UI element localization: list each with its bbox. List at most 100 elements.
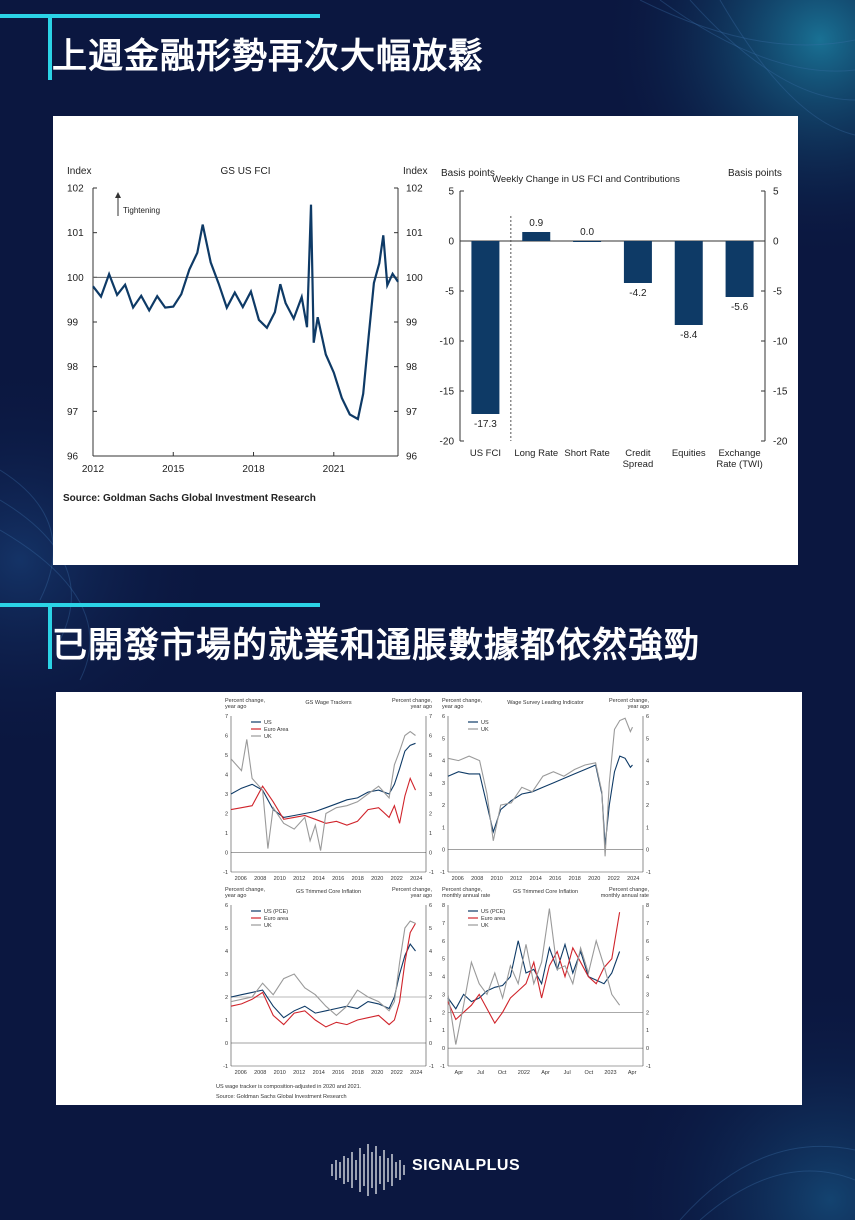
small1-ytick-right: 4 — [429, 773, 432, 779]
small2-xtick-label: 2012 — [510, 876, 522, 882]
bar-ylabel-left: Basis points — [441, 168, 495, 179]
small4-ytick-left: 4 — [442, 975, 445, 981]
bar-data-label: -5.6 — [731, 302, 749, 313]
small3-xtick-label: 2006 — [235, 1070, 247, 1076]
bar-data-label: -4.2 — [629, 288, 647, 299]
bar-ytick-left: -20 — [440, 437, 455, 448]
small4-xtick-label: 2022 — [518, 1070, 530, 1076]
small3-xtick-label: 2024 — [410, 1070, 422, 1076]
fci-annotation: Tightening — [123, 206, 160, 215]
small4-ytick-right: 7 — [646, 921, 649, 927]
small4-ytick-left: -1 — [440, 1064, 445, 1070]
small2-ytick-left: 2 — [442, 803, 445, 809]
small1-xtick-label: 2006 — [235, 876, 247, 882]
small4-series-0 — [447, 940, 621, 1010]
small3-xtick-label: 2014 — [313, 1070, 325, 1076]
small2-ytick-right: -1 — [646, 870, 651, 876]
small4-xtick-label: 2023 — [604, 1070, 616, 1076]
small4-ylabel-left: Percent change, — [442, 887, 483, 893]
small3-ytick-right: 1 — [429, 1018, 432, 1024]
fci-title: GS US FCI — [220, 166, 270, 177]
small2-ylabel-left: Percent change, — [442, 698, 483, 704]
fci-ylabel-right: Index — [403, 166, 427, 177]
fci-ytick-left: 98 — [67, 362, 79, 373]
heading-accent-vbar — [48, 14, 52, 80]
heading-accent-bar — [0, 603, 320, 607]
small3-ytick-left: 2 — [225, 995, 228, 1001]
small2-xtick-label: 2008 — [471, 876, 483, 882]
small1-ylabel-left: Percent change, — [225, 698, 266, 704]
small3-ytick-right: -1 — [429, 1064, 434, 1070]
bar-data-label: 0.9 — [529, 218, 543, 229]
fci-ytick-left: 97 — [67, 407, 79, 418]
small1-xtick-label: 2024 — [410, 876, 422, 882]
small3-series-1 — [230, 923, 416, 1028]
small1-ytick-left: 1 — [225, 831, 228, 837]
small2-ytick-left: 1 — [442, 825, 445, 831]
small1-xtick-label: 2012 — [293, 876, 305, 882]
bar-category-label: Long Rate — [514, 448, 558, 459]
small1-ytick-right: 2 — [429, 812, 432, 818]
small3-xtick-label: 2010 — [274, 1070, 286, 1076]
small3-series-2 — [230, 920, 416, 1017]
small2-xtick-label: 2022 — [608, 876, 620, 882]
small3-ytick-right: 6 — [429, 903, 432, 909]
fci-ytick-right: 97 — [406, 407, 418, 418]
small2-ytick-left: -1 — [440, 870, 445, 876]
small4-xtick-label: Jul — [564, 1070, 571, 1076]
small4-xtick-label: Oct — [585, 1070, 594, 1076]
small3-ytick-right: 2 — [429, 995, 432, 1001]
small3-title: GS Trimmed Core Inflation — [296, 889, 361, 895]
small1-ylabel-right: Percent change, — [392, 698, 433, 704]
bar-2 — [573, 241, 602, 242]
small3-legend-label: US (PCE) — [264, 909, 288, 915]
small1-xtick-label: 2016 — [332, 876, 344, 882]
small1-ytick-left: 3 — [225, 792, 228, 798]
small1-ytick-left: 2 — [225, 812, 228, 818]
wage-inflation-chart-panel: Percent change, year ago Percent change, ye… — [56, 692, 802, 1105]
small2-ytick-right: 4 — [646, 759, 649, 765]
small2-ytick-left: 6 — [442, 714, 445, 720]
bar-1 — [522, 232, 551, 241]
footer-brand: SIGNALPLUS — [330, 1140, 550, 1196]
bar-category-label: Exchange — [718, 448, 760, 459]
small3-ytick-left: 6 — [225, 903, 228, 909]
small4-xtick-label: Apr — [628, 1070, 637, 1076]
panel2-note: US wage tracker is composition-adjusted … — [216, 1084, 362, 1090]
small3-ytick-right: 3 — [429, 972, 432, 978]
small1-xtick-label: 2018 — [352, 876, 364, 882]
fci-ylabel-left: Index — [67, 166, 91, 177]
small1-series-2 — [230, 730, 416, 851]
small2-ytick-left: 5 — [442, 736, 445, 742]
small4-title: GS Trimmed Core Inflation — [513, 889, 578, 895]
small2-ytick-right: 3 — [646, 781, 649, 787]
bar-ytick-right: 5 — [773, 187, 779, 198]
footer-brand-text: SIGNALPLUS — [412, 1157, 521, 1174]
small1-ytick-right: 3 — [429, 792, 432, 798]
bar-data-label: -17.3 — [474, 419, 497, 430]
fci-xtick-label: 2015 — [162, 464, 185, 475]
small1-ytick-left: 0 — [225, 851, 228, 857]
small3-xtick-label: 2016 — [332, 1070, 344, 1076]
heading-accent-bar — [0, 14, 320, 18]
fci-series-line — [92, 204, 399, 421]
bar-category-label: Equities — [672, 448, 706, 459]
small3-series-0 — [230, 943, 416, 1019]
small2-ytick-right: 0 — [646, 848, 649, 854]
small3-ytick-right: 4 — [429, 949, 432, 955]
small2-ytick-right: 6 — [646, 714, 649, 720]
small4-ytick-left: 2 — [442, 1010, 445, 1016]
small3-xtick-label: 2020 — [371, 1070, 383, 1076]
fci-xtick-label: 2018 — [242, 464, 265, 475]
bar-ytick-right: -15 — [773, 387, 788, 398]
small2-ytick-left: 0 — [442, 848, 445, 854]
small2-series-0 — [447, 755, 633, 846]
small4-ytick-right: 8 — [646, 903, 649, 909]
small1-xtick-label: 2008 — [254, 876, 266, 882]
small2-xtick-label: 2006 — [452, 876, 464, 882]
bar-category-label: US FCI — [470, 448, 501, 459]
small2-ytick-right: 5 — [646, 736, 649, 742]
small4-ytick-left: 1 — [442, 1028, 445, 1034]
small1-ytick-left: -1 — [223, 870, 228, 876]
